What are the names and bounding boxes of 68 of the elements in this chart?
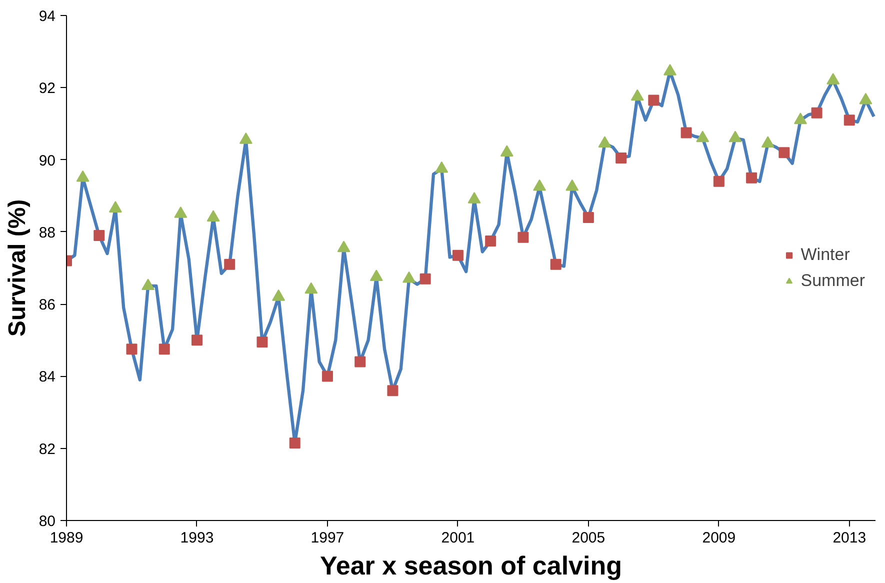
point — [582, 212, 594, 223]
y-tick-label: 86 — [38, 296, 56, 314]
point — [304, 282, 318, 294]
point — [746, 172, 758, 184]
point — [598, 136, 612, 148]
point — [158, 344, 170, 355]
point — [826, 73, 840, 84]
point — [648, 94, 660, 106]
y-axis-title: Survival (%) — [4, 199, 31, 337]
point — [387, 385, 398, 396]
point — [859, 92, 872, 104]
x-tick-label: 1993 — [180, 530, 214, 546]
point — [402, 271, 416, 283]
point — [289, 437, 300, 448]
point — [76, 170, 90, 182]
point — [322, 370, 333, 382]
point — [174, 206, 188, 218]
point — [713, 176, 724, 187]
x-tick-label: 1997 — [310, 530, 344, 546]
point — [126, 344, 138, 355]
point — [728, 130, 742, 142]
x-tick-label: 2001 — [441, 530, 475, 546]
point — [108, 201, 122, 212]
point — [224, 258, 236, 270]
point — [256, 336, 268, 348]
y-tick-label: 84 — [38, 368, 56, 386]
point — [239, 132, 252, 144]
legend-label: Summer — [800, 270, 865, 290]
y-tick-label: 82 — [38, 440, 56, 458]
point — [191, 334, 202, 346]
point — [206, 210, 220, 222]
y-tick-label: 92 — [38, 80, 56, 98]
point — [500, 145, 514, 157]
point — [354, 356, 366, 368]
point — [680, 127, 692, 138]
point — [696, 130, 710, 142]
point — [94, 230, 105, 242]
point — [663, 64, 676, 76]
point — [142, 278, 155, 290]
point — [435, 161, 448, 173]
legend-label: Winter — [800, 244, 850, 264]
y-tick-label: 80 — [38, 513, 56, 530]
x-tick-label: 2005 — [572, 530, 606, 546]
x-axis-title: Year x season of calving — [320, 550, 622, 580]
point — [370, 270, 383, 281]
point — [518, 232, 529, 243]
y-tick-label: 94 — [38, 8, 56, 25]
point — [811, 107, 822, 118]
point — [272, 289, 286, 301]
point — [468, 192, 481, 204]
point — [778, 147, 790, 158]
point — [533, 179, 546, 191]
x-tick-label: 2013 — [832, 530, 866, 546]
point — [630, 89, 644, 101]
point — [844, 114, 855, 126]
y-tick-label: 90 — [38, 152, 56, 170]
point — [550, 258, 562, 270]
x-tick-label: 1989 — [50, 530, 84, 546]
point — [616, 152, 627, 164]
point — [761, 136, 774, 148]
x-tick-label: 2009 — [702, 530, 736, 546]
point — [794, 112, 807, 124]
y-tick-label: 88 — [38, 224, 56, 242]
point — [566, 179, 579, 191]
point — [420, 273, 431, 284]
point — [337, 240, 350, 252]
point — [452, 250, 464, 261]
point — [485, 235, 496, 246]
